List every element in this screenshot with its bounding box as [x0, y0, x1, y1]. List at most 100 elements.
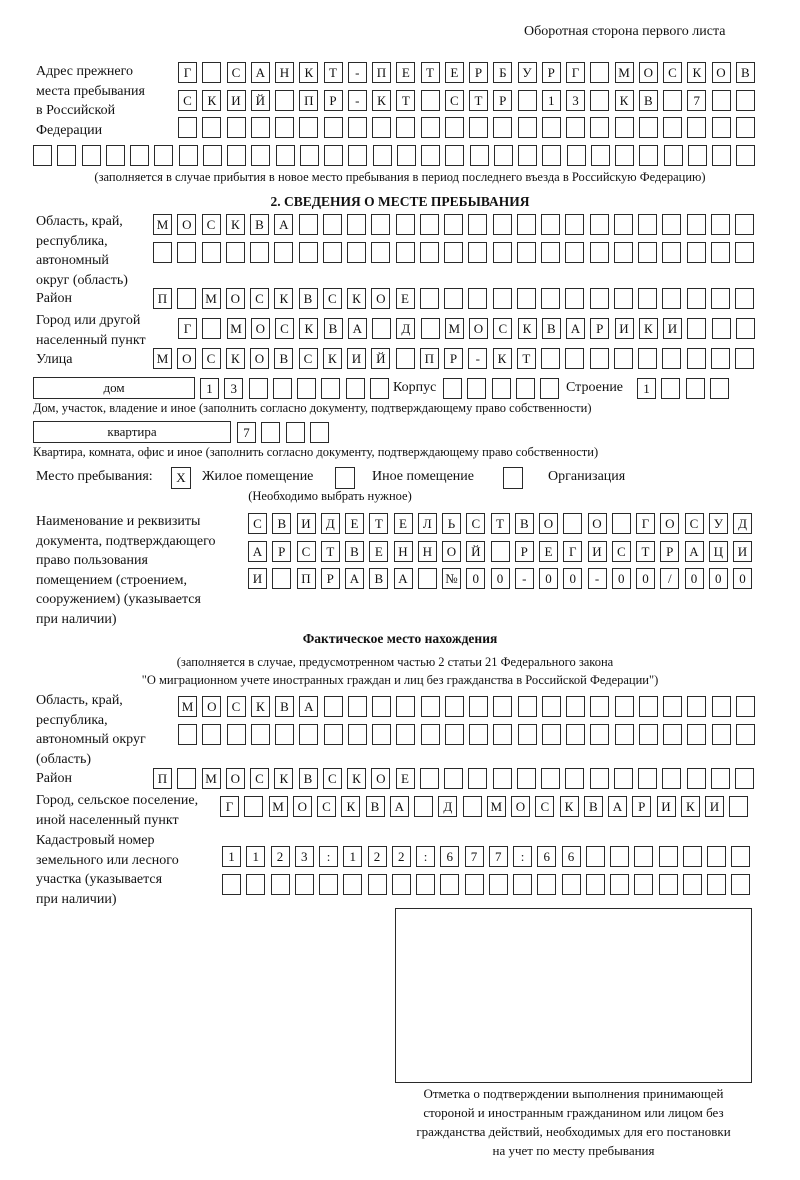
char-cell[interactable]: [687, 318, 707, 339]
char-cell[interactable]: Е: [444, 62, 464, 83]
char-cell[interactable]: -: [347, 90, 367, 111]
char-cell[interactable]: [589, 288, 609, 309]
char-cell[interactable]: К: [687, 62, 707, 83]
char-cell[interactable]: [663, 117, 682, 138]
char-cell[interactable]: 0: [611, 568, 631, 589]
char-cell[interactable]: [250, 242, 269, 263]
char-cell[interactable]: [663, 145, 683, 166]
char-cell[interactable]: У: [517, 62, 537, 83]
place-checkbox-organization[interactable]: [503, 467, 523, 489]
char-cell[interactable]: [178, 724, 197, 745]
char-cell[interactable]: [589, 348, 609, 369]
char-cell[interactable]: С: [250, 768, 269, 789]
char-cell[interactable]: [244, 796, 264, 817]
char-cell[interactable]: [638, 768, 657, 789]
char-cell[interactable]: [272, 378, 292, 399]
char-cell[interactable]: [566, 145, 586, 166]
char-cell[interactable]: [687, 724, 707, 745]
char-cell[interactable]: А: [274, 214, 294, 235]
char-cell[interactable]: М: [486, 796, 506, 817]
char-cell[interactable]: [729, 796, 749, 817]
char-cell[interactable]: [541, 242, 560, 263]
char-cell[interactable]: [275, 145, 295, 166]
char-cell[interactable]: [395, 214, 415, 235]
char-cell[interactable]: [348, 145, 368, 166]
char-cell[interactable]: Е: [395, 768, 415, 789]
char-cell[interactable]: [589, 214, 609, 235]
char-cell[interactable]: [201, 242, 221, 263]
char-cell[interactable]: [710, 288, 730, 309]
char-cell[interactable]: [323, 696, 343, 717]
char-cell[interactable]: [372, 117, 391, 138]
char-cell[interactable]: А: [299, 696, 319, 717]
char-cell[interactable]: [343, 874, 363, 895]
char-cell[interactable]: [686, 242, 706, 263]
char-cell[interactable]: [541, 348, 560, 369]
char-cell[interactable]: К: [202, 90, 222, 111]
char-cell[interactable]: Е: [539, 541, 558, 562]
char-cell[interactable]: [662, 288, 682, 309]
char-cell[interactable]: [274, 242, 294, 263]
char-cell[interactable]: [686, 768, 706, 789]
char-cell[interactable]: О: [371, 768, 391, 789]
char-cell[interactable]: [682, 874, 702, 895]
char-cell[interactable]: [323, 724, 343, 745]
char-cell[interactable]: [493, 696, 513, 717]
char-cell[interactable]: К: [559, 796, 579, 817]
char-cell[interactable]: [710, 768, 730, 789]
char-cell[interactable]: Д: [733, 513, 752, 534]
char-cell[interactable]: [735, 318, 755, 339]
char-cell[interactable]: [566, 117, 585, 138]
char-cell[interactable]: [372, 696, 391, 717]
char-cell[interactable]: 3: [224, 378, 244, 399]
char-cell[interactable]: [419, 288, 439, 309]
char-cell[interactable]: [735, 90, 755, 111]
char-cell[interactable]: А: [250, 62, 270, 83]
char-cell[interactable]: [372, 318, 391, 339]
char-cell[interactable]: 2: [270, 846, 290, 867]
char-cell[interactable]: Г: [636, 513, 655, 534]
char-cell[interactable]: [298, 214, 318, 235]
char-cell[interactable]: [468, 214, 488, 235]
char-cell[interactable]: Л: [417, 513, 437, 534]
char-cell[interactable]: [589, 768, 609, 789]
char-cell[interactable]: О: [660, 513, 680, 534]
char-cell[interactable]: [468, 242, 488, 263]
char-cell[interactable]: [541, 724, 561, 745]
char-cell[interactable]: О: [250, 348, 269, 369]
char-cell[interactable]: П: [296, 568, 316, 589]
char-cell[interactable]: 7: [488, 846, 508, 867]
char-cell[interactable]: О: [250, 318, 270, 339]
char-cell[interactable]: [613, 288, 633, 309]
char-cell[interactable]: О: [638, 62, 658, 83]
char-cell[interactable]: [710, 242, 730, 263]
char-cell[interactable]: [565, 288, 585, 309]
char-cell[interactable]: [517, 90, 537, 111]
char-cell[interactable]: Р: [541, 62, 561, 83]
char-cell[interactable]: [613, 214, 633, 235]
char-cell[interactable]: [462, 796, 482, 817]
char-cell[interactable]: [735, 214, 754, 235]
char-cell[interactable]: 3: [566, 90, 585, 111]
char-cell[interactable]: [541, 288, 560, 309]
char-cell[interactable]: Р: [514, 541, 534, 562]
char-cell[interactable]: [736, 145, 756, 166]
char-cell[interactable]: 1: [222, 846, 241, 867]
char-cell[interactable]: [711, 117, 731, 138]
char-cell[interactable]: [613, 242, 633, 263]
char-cell[interactable]: [469, 724, 488, 745]
char-cell[interactable]: К: [322, 348, 342, 369]
char-cell[interactable]: [662, 348, 682, 369]
char-cell[interactable]: -: [587, 568, 607, 589]
char-cell[interactable]: Г: [178, 62, 197, 83]
char-cell[interactable]: [585, 874, 605, 895]
char-cell[interactable]: И: [226, 90, 246, 111]
char-cell[interactable]: 0: [490, 568, 510, 589]
char-cell[interactable]: [420, 318, 440, 339]
char-cell[interactable]: С: [611, 541, 631, 562]
char-cell[interactable]: П: [419, 348, 439, 369]
char-cell[interactable]: [226, 724, 246, 745]
char-cell[interactable]: 0: [708, 568, 728, 589]
char-cell[interactable]: [615, 145, 634, 166]
char-cell[interactable]: С: [250, 288, 269, 309]
